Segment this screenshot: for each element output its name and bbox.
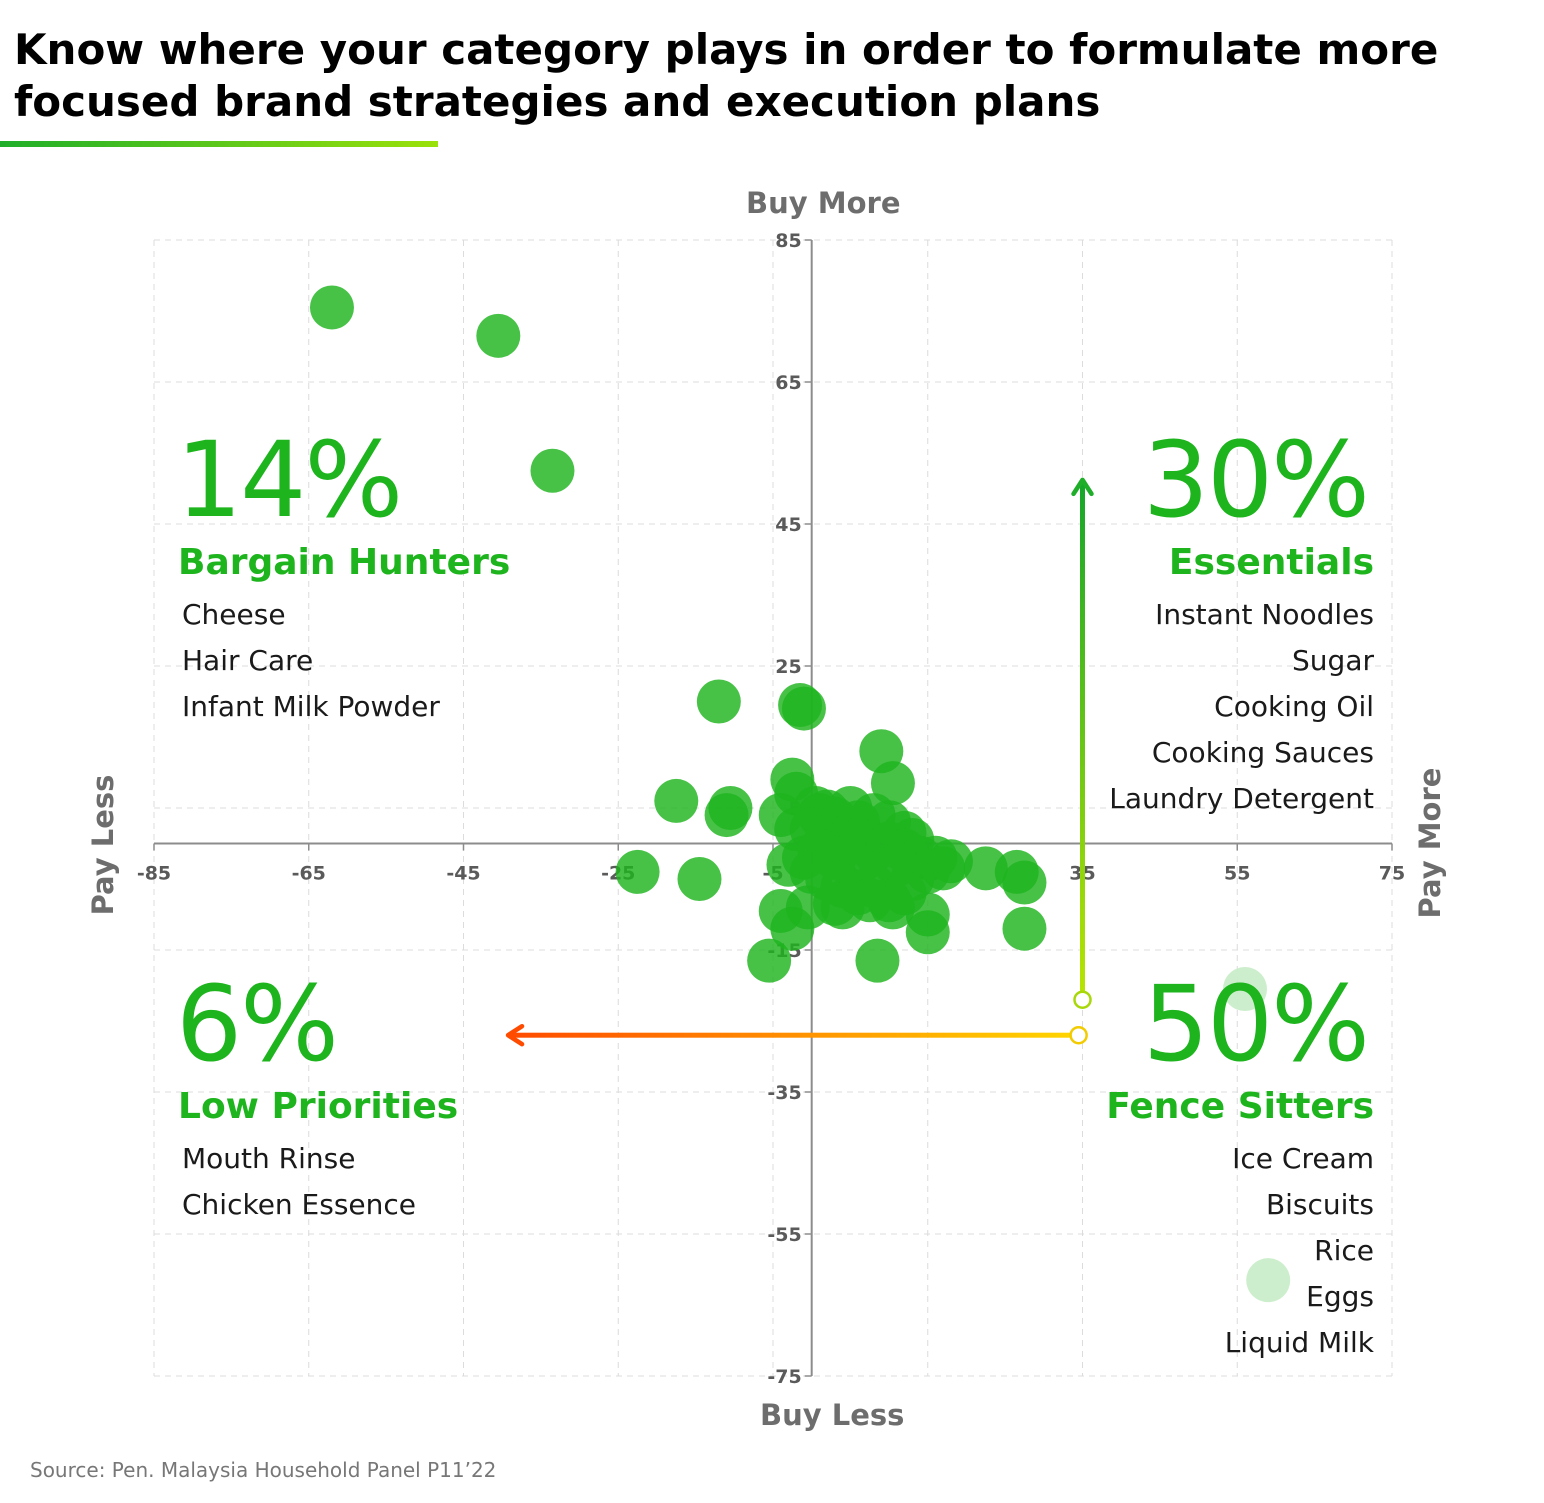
x-tick-label: 55 xyxy=(1224,863,1250,885)
data-point xyxy=(677,857,722,901)
data-point xyxy=(530,448,575,493)
y-tick-label: -75 xyxy=(767,1366,801,1388)
list-item: Ice Cream xyxy=(1232,1142,1374,1175)
data-point xyxy=(905,910,950,955)
data-point xyxy=(1002,906,1047,951)
axis-title-buy-more: Buy More xyxy=(746,186,901,220)
list-item: Laundry Detergent xyxy=(1109,782,1374,815)
list-item: Instant Noodles xyxy=(1155,598,1374,631)
list-item: Sugar xyxy=(1292,644,1374,677)
y-tick-label: 25 xyxy=(775,656,801,678)
x-tick-label: -85 xyxy=(137,863,171,885)
y-tick-label: -55 xyxy=(767,1224,801,1246)
data-point xyxy=(870,885,915,930)
data-point xyxy=(1002,860,1047,905)
y-tick-label: 45 xyxy=(775,514,801,536)
data-point xyxy=(309,285,354,330)
list-item: Hair Care xyxy=(182,644,314,677)
essentials-list: Instant Noodles Sugar Cooking Oil Cookin… xyxy=(1109,592,1374,822)
list-item: Cooking Oil xyxy=(1214,690,1374,723)
axis-title-pay-less: Pay Less xyxy=(86,774,120,916)
list-item: Biscuits xyxy=(1265,1188,1374,1221)
axis-title-pay-more: Pay More xyxy=(1413,767,1447,919)
list-item: Mouth Rinse xyxy=(182,1142,356,1175)
list-item: Cheese xyxy=(182,598,286,631)
page-title: Know where your category plays in order … xyxy=(14,25,1439,126)
list-item: Infant Milk Powder xyxy=(182,690,440,723)
x-tick-label: -65 xyxy=(292,863,326,885)
arrow-up-head xyxy=(1071,477,1094,497)
data-point xyxy=(704,793,749,838)
data-point xyxy=(747,938,792,983)
bargain-hunters-title: Bargain Hunters xyxy=(178,542,511,583)
title-underline xyxy=(0,141,438,147)
arrow-up-origin xyxy=(1073,990,1092,1009)
list-item: Liquid Milk xyxy=(1224,1326,1374,1359)
list-item: Cooking Sauces xyxy=(1151,736,1374,769)
y-tick-label: -35 xyxy=(767,1082,801,1104)
y-tick-label: 85 xyxy=(775,230,801,252)
data-point xyxy=(615,849,660,894)
arrow-left-origin xyxy=(1069,1025,1088,1045)
source-note: Source: Pen. Malaysia Household Panel P1… xyxy=(30,1458,497,1482)
data-point xyxy=(654,778,699,823)
data-point xyxy=(781,686,826,731)
data-point xyxy=(770,906,815,951)
arrow-left-shaft xyxy=(510,1032,1071,1038)
list-item: Eggs xyxy=(1306,1280,1374,1313)
x-tick-label: -45 xyxy=(446,863,480,885)
data-point xyxy=(476,313,521,358)
data-point-faded xyxy=(1246,1258,1291,1303)
data-point xyxy=(696,679,741,724)
fence-sitters-title: Fence Sitters xyxy=(1106,1086,1374,1127)
low-priorities-percent: 6% xyxy=(176,963,339,1085)
data-point xyxy=(870,761,915,806)
arrow-left-head xyxy=(505,1023,525,1047)
bargain-hunters-percent: 14% xyxy=(176,419,403,541)
essentials-percent: 30% xyxy=(1142,419,1370,541)
fence-sitters-list: Ice Cream Biscuits Rice Eggs Liquid Milk xyxy=(1225,1136,1374,1366)
low-priorities-list: Mouth Rinse Chicken Essence xyxy=(182,1136,416,1228)
axis-title-buy-less: Buy Less xyxy=(760,1398,905,1432)
data-point xyxy=(855,938,900,983)
fence-sitters-percent: 50% xyxy=(1142,963,1370,1085)
essentials-title: Essentials xyxy=(1168,542,1374,583)
y-tick-label: 65 xyxy=(775,372,801,394)
low-priorities-title: Low Priorities xyxy=(178,1086,459,1127)
list-item: Rice xyxy=(1314,1234,1374,1267)
x-tick-label: 75 xyxy=(1379,863,1405,885)
data-point-faded xyxy=(1222,967,1267,1012)
list-item: Chicken Essence xyxy=(182,1188,417,1221)
bargain-hunters-list: Cheese Hair Care Infant Milk Powder xyxy=(182,592,440,730)
arrow-up-shaft xyxy=(1080,481,1085,992)
